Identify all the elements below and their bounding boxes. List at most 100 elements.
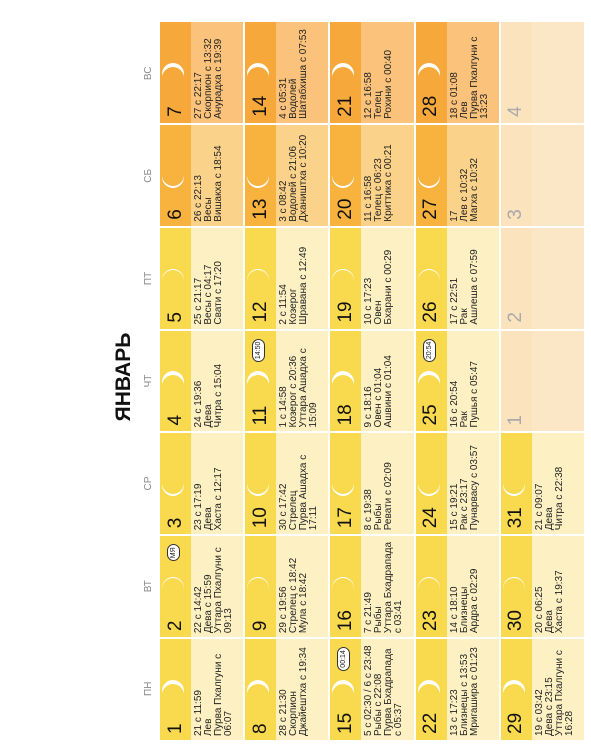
detail-line: Пунарвасу с 03:57	[468, 445, 480, 531]
day-cell: 11 14:50 1 с 14:58 Козерог с 20:36 Уттара Аш…	[245, 330, 329, 432]
moon-icon	[416, 369, 447, 398]
day-header: 1	[160, 639, 191, 740]
day-details: 28 с 21:30 Скорпион Джайештха с 19:34	[276, 639, 312, 740]
day-details: 17 с 22:51 Рак Ашлеша с 07:59	[447, 228, 483, 329]
moon-icon	[330, 575, 361, 601]
detail-line: Дхаништха с 10:20	[298, 134, 310, 222]
detail-line: Бхарани с 00:29	[383, 249, 395, 325]
day-cell: 15 00:14 5 с 02:30 / 6 с 23:48 Рыбы с 22:08…	[330, 639, 414, 740]
day-number: 3	[505, 209, 527, 220]
day-cell: 29 19 с 03:42 Дева с 23:15 Уттара Пхалгуни …	[500, 639, 584, 740]
day-cell: 6 26 с 22:13 Весы Вишакха с 18:54	[160, 124, 244, 226]
moon-icon	[160, 267, 191, 293]
moon-icon	[416, 163, 447, 190]
day-cell: 28 18 с 01:08 Лев Пурва Пхалгуни с 13:23	[415, 22, 499, 123]
day-number: 6	[164, 209, 186, 220]
day-details: 12 с 16:58 Телец Рохини с 00:40	[361, 22, 397, 123]
day-details: 14 с 18:10 Близнецы Ардра с 02:29	[447, 536, 483, 637]
day-number: 17	[334, 507, 356, 529]
day-details: 30 с 17:42 Стрелец Пурва Ашадха с 17:11	[276, 433, 322, 534]
day-cell: 4	[500, 22, 584, 123]
day-details: 8 с 19:38 Рыбы Ревати с 02:09	[361, 433, 397, 534]
day-header: 4	[500, 22, 532, 123]
day-cell: 5 25 с 21:17 Весы с 04:17 Свати с 17:20	[160, 227, 244, 329]
day-number: 3	[164, 517, 186, 529]
detail-line: Пурва Пхалгуни с 06:07	[213, 653, 234, 736]
day-details: 24 с 19:36 Дева Читра с 15:04	[191, 331, 227, 432]
day-number: 7	[164, 106, 186, 117]
day-details: 1 с 14:58 Козерог с 20:36 Уттара Ашадха с …	[276, 331, 322, 432]
moon-icon	[330, 267, 361, 293]
day-number: 2	[164, 620, 186, 632]
day-details: 15 с 19:21 Рак с 23:17 Пунарвасу с 03:57	[447, 433, 483, 534]
day-header: 6	[160, 124, 191, 226]
day-header: 3	[500, 124, 532, 226]
day-header: 4	[160, 330, 191, 432]
day-header: 2 МЯ	[160, 536, 191, 638]
day-cell: 17 8 с 19:38 Рыбы Ревати с 02:09	[330, 433, 414, 535]
day-number: 10	[249, 507, 271, 529]
detail-line: Ашлеша с 07:59	[468, 249, 480, 325]
day-header: 23	[415, 536, 447, 638]
day-number: 18	[334, 404, 356, 426]
moon-icon	[330, 369, 361, 398]
moon-icon	[160, 369, 191, 398]
day-details: 17 Лев с 10:32 Магха с 10:32	[447, 125, 483, 226]
day-details: 3 с 08:42 Водолей с 21:06 Дхаништха с 10:2…	[276, 125, 312, 226]
day-cell: 24 15 с 19:21 Рак с 23:17 Пунарвасу с 03:57	[415, 433, 499, 535]
day-cell: 3 23 с 17:19 Дева Хаста с 12:17	[160, 433, 244, 535]
weekday-label: СР	[143, 476, 154, 491]
day-header: 3	[160, 433, 191, 535]
detail-line: Ашвини с 01:04	[383, 355, 395, 428]
day-number: 2	[505, 312, 527, 323]
weekday-label: СБ	[143, 168, 154, 183]
day-details: 10 с 17:23 Овен Бхарани с 00:29	[361, 228, 397, 329]
moon-icon	[501, 472, 532, 498]
moon-icon	[245, 163, 276, 190]
day-cell: 3	[500, 124, 584, 226]
day-header: 30	[500, 536, 532, 638]
day-header: 2	[500, 227, 532, 329]
moon-icon	[330, 472, 361, 498]
detail-line: Уттара Пхалгуни с 09:13	[213, 547, 234, 634]
day-number: 28	[420, 95, 442, 117]
day-number: 12	[249, 301, 271, 323]
moon-icon	[245, 267, 276, 293]
day-number: 30	[505, 610, 527, 632]
day-number: 23	[420, 610, 442, 632]
day-details: 2 с 11:54 Козерог Шравана с 12:49	[276, 228, 312, 329]
day-cell: 1 21 с 11:59 Лев Пурва Пхалгуни с 06:07	[160, 639, 244, 740]
day-details: 13 с 17:23 Близнецы с 13:53 Мригашира с 01…	[447, 639, 483, 740]
day-cell: 31 21 с 09:07 Дева Читра с 22:38	[500, 433, 584, 535]
day-cell: 13 3 с 08:42 Водолей с 21:06 Дхаништха с 10…	[245, 124, 329, 226]
day-details: 26 с 22:13 Весы Вишакха с 18:54	[191, 125, 227, 226]
moon-icon	[416, 267, 447, 293]
day-number: 22	[420, 712, 442, 734]
detail-line: Пурва Пхалгуни с 13:23	[468, 36, 490, 119]
moon-time-badge: 00:14	[337, 647, 351, 671]
weekday-label: ВС	[143, 66, 154, 81]
day-header: 31	[500, 433, 532, 535]
moon-icon	[160, 61, 191, 89]
detail-line: Хаста с 19:37	[553, 570, 565, 634]
day-number: 26	[420, 301, 442, 323]
moon-icon	[501, 575, 532, 601]
day-cell: 2 МЯ 22 с 14:42 Дева с 15:59 Уттара Пхалгуни…	[160, 536, 244, 638]
moon-icon	[416, 472, 447, 498]
day-details: 16 с 20:54 Рак Пушья с 05:47	[447, 331, 483, 432]
day-number: 11	[249, 405, 271, 426]
day-number: 8	[249, 723, 271, 734]
moon-icon	[330, 163, 361, 190]
day-cell: 19 10 с 17:23 Овен Бхарани с 00:29	[330, 227, 414, 329]
detail-line: Пурва Ашадха с 17:11	[298, 454, 320, 531]
day-number: 1	[505, 414, 527, 426]
detail-line: Читра с 15:04	[213, 363, 224, 428]
detail-line: Рохини с 00:40	[383, 49, 395, 119]
detail-line: Свати с 17:20	[213, 261, 224, 325]
detail-line: Шравана с 12:49	[298, 246, 310, 325]
day-header: 17	[330, 433, 362, 535]
moon-icon	[245, 575, 276, 601]
moon-icon	[245, 472, 276, 498]
day-number: 29	[505, 712, 527, 734]
day-header: 13	[245, 124, 277, 226]
